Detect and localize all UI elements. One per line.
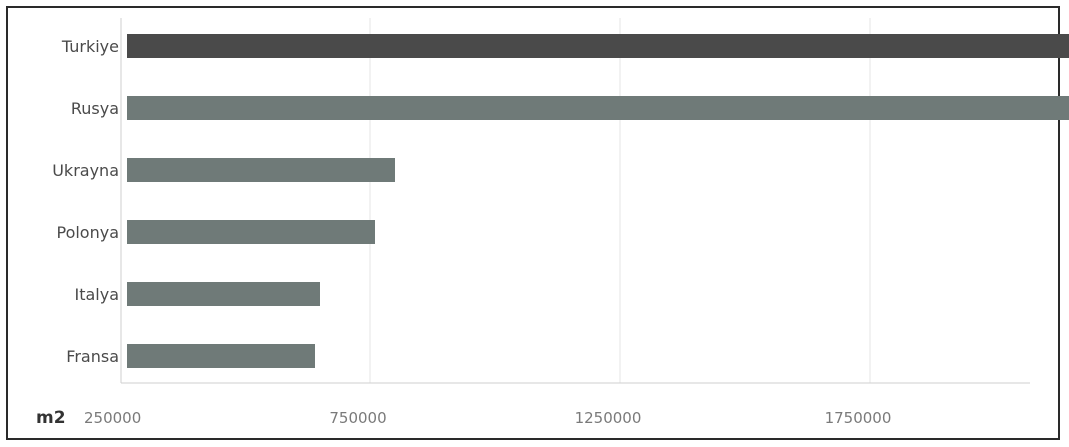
bar-italya (127, 282, 320, 306)
x-tick-label: 750000 (329, 409, 386, 427)
x-tick-label: 1250000 (575, 409, 642, 427)
category-label-polonya: Polonya (56, 223, 119, 242)
category-label-fransa: Fransa (66, 347, 119, 366)
x-tick-label: 1750000 (825, 409, 892, 427)
bar-rusya (127, 96, 1069, 120)
x-tick-label: 250000 (84, 409, 141, 427)
x-axis-unit-label: m2 (36, 408, 66, 428)
category-label-rusya: Rusya (71, 99, 119, 118)
bar-fransa (127, 344, 315, 368)
category-label-turkiye: Turkiye (61, 37, 119, 56)
bar-ukrayna (127, 158, 395, 182)
category-label-italya: Italya (74, 285, 119, 304)
category-label-ukrayna: Ukrayna (52, 161, 119, 180)
bar-polonya (127, 220, 375, 244)
bar-turkiye (127, 34, 1069, 58)
